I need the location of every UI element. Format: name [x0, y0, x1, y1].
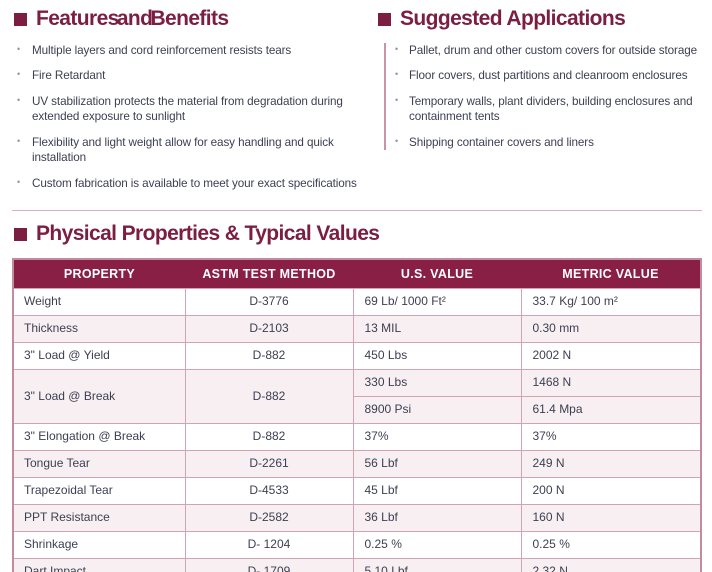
cell-property: Shrinkage [12, 531, 186, 560]
section-square-icon [14, 12, 27, 26]
applications-section: Suggested Applications Pallet, drum and … [378, 6, 708, 201]
cell-us-value: 5.10 Lbf [352, 558, 522, 572]
cell-us-value: 0.25 % [352, 531, 522, 560]
cell-method: D-2103 [184, 315, 354, 344]
cell-method: D-882 [184, 423, 354, 452]
cell-us-value: 330 Lbs [352, 369, 522, 398]
cell-property: 3" Elongation @ Break [12, 423, 186, 452]
cell-method: D- 1204 [184, 531, 354, 560]
applications-heading: Suggested Applications [378, 7, 708, 30]
cell-method: D- 1709 [184, 558, 354, 572]
cell-method: D-4533 [184, 477, 354, 506]
table-row: 8900 Psi 61.4 Mpa [13, 396, 702, 425]
cell-metric-value: 37% [520, 423, 702, 452]
section-square-icon [378, 12, 391, 26]
section-divider [12, 210, 702, 212]
cell-property: PPT Resistance [12, 504, 186, 533]
cell-property: Trapezoidal Tear [12, 477, 186, 506]
table-header: PROPERTY ASTM TEST METHOD U.S. VALUE MET… [13, 259, 701, 289]
cell-metric-value: 61.4 Mpa [520, 396, 702, 425]
cell-metric-value: 0.25 % [520, 531, 702, 560]
features-title: Features and Benefits [36, 7, 229, 30]
table-row: Thickness D-2103 13 MIL 0.30 mm [12, 315, 702, 344]
applications-list: Pallet, drum and other custom covers for… [395, 43, 708, 150]
cell-us-value: 13 MIL [352, 315, 522, 344]
cell-property: Dart Impact [12, 558, 186, 572]
applications-list-accent: Pallet, drum and other custom covers for… [384, 43, 708, 151]
cell-metric-value: 200 N [520, 477, 702, 506]
cell-metric-value: 1468 N [520, 369, 702, 398]
table-row: 3" Load @ Yield D-882 450 Lbs 2002 N [12, 342, 702, 371]
cell-us-value: 69 Lb/ 1000 Ft² [352, 288, 522, 317]
table-row: Trapezoidal Tear D-4533 45 Lbf 200 N [12, 477, 702, 506]
table-row: Weight D-3776 69 Lb/ 1000 Ft² 33.7 Kg/ 1… [12, 288, 702, 317]
table-row: PPT Resistance D-2582 36 Lbf 160 N [12, 504, 702, 533]
list-item: Pallet, drum and other custom covers for… [395, 43, 708, 58]
cell-metric-value: 249 N [520, 450, 702, 479]
cell-property: Tongue Tear [12, 450, 186, 479]
cell-metric-value: 2.32 N [520, 558, 702, 572]
cell-method: D-2582 [184, 504, 354, 533]
features-list: Multiple layers and cord reinforcement r… [14, 43, 378, 191]
list-item: Fire Retardant [14, 68, 378, 83]
cell-property: Thickness [12, 315, 186, 344]
list-item: Custom fabrication is available to meet … [14, 176, 378, 191]
cell-us-value: 36 Lbf [352, 504, 522, 533]
cell-us-value: 450 Lbs [352, 342, 522, 371]
cell-property: 3" Load @ Yield [12, 342, 186, 371]
cell-property: Weight [12, 288, 186, 317]
physical-properties-section: Physical Properties & Typical Values [0, 223, 712, 245]
physical-properties-title: Physical Properties & Typical Values [36, 222, 380, 246]
physical-properties-heading: Physical Properties & Typical Values [14, 223, 712, 245]
cell-us-value: 45 Lbf [352, 477, 522, 506]
list-item: Flexibility and light weight allow for e… [14, 135, 378, 166]
cell-metric-value: 33.7 Kg/ 100 m² [520, 288, 702, 317]
list-item: Temporary walls, plant dividers, buildin… [395, 94, 708, 125]
cell-method: D-3776 [184, 288, 354, 317]
column-header-astm: ASTM TEST METHOD [185, 259, 353, 289]
cell-metric-value: 0.30 mm [520, 315, 702, 344]
column-header-metric-value: METRIC VALUE [521, 259, 701, 289]
table-row: Dart Impact D- 1709 5.10 Lbf 2.32 N [12, 558, 702, 572]
column-header-property: PROPERTY [13, 259, 185, 289]
cell-us-value: 56 Lbf [352, 450, 522, 479]
table-row: Shrinkage D- 1204 0.25 % 0.25 % [12, 531, 702, 560]
table-row: Tongue Tear D-2261 56 Lbf 249 N [12, 450, 702, 479]
features-section: Features and Benefits Multiple layers an… [14, 6, 378, 201]
features-heading: Features and Benefits [14, 7, 378, 30]
list-item: Multiple layers and cord reinforcement r… [14, 43, 378, 58]
cell-metric-value: 160 N [520, 504, 702, 533]
cell-metric-value: 2002 N [520, 342, 702, 371]
list-item: Floor covers, dust partitions and cleanr… [395, 68, 708, 83]
cell-us-value: 8900 Psi [352, 396, 522, 425]
cell-method: D-882 [184, 369, 354, 425]
physical-properties-table: PROPERTY ASTM TEST METHOD U.S. VALUE MET… [12, 258, 702, 572]
cell-method: D-2261 [184, 450, 354, 479]
cell-us-value: 37% [352, 423, 522, 452]
section-square-icon [14, 227, 27, 241]
cell-method: D-882 [184, 342, 354, 371]
column-header-us-value: U.S. VALUE [353, 259, 521, 289]
cell-property: 3" Load @ Break [12, 369, 186, 425]
top-section: Features and Benefits Multiple layers an… [0, 6, 712, 201]
table-header-row: PROPERTY ASTM TEST METHOD U.S. VALUE MET… [13, 259, 701, 289]
table-row: 3" Load @ Break D-882 330 Lbs 1468 N [12, 369, 702, 425]
list-item: UV stabilization protects the material f… [14, 94, 378, 125]
table-row: 3" Elongation @ Break D-882 37% 37% [12, 423, 702, 452]
applications-title: Suggested Applications [400, 7, 626, 30]
list-item: Shipping container covers and liners [395, 135, 708, 150]
